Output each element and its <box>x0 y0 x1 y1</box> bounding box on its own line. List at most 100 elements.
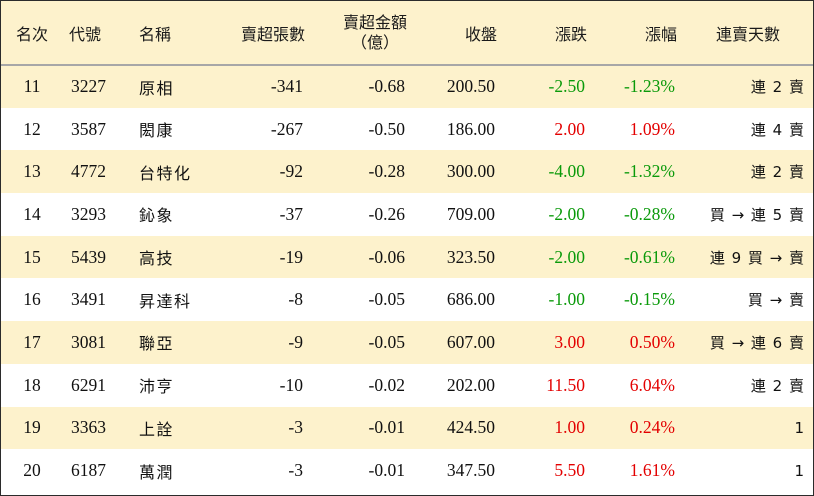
cell-net-sell-amount: -0.02 <box>368 374 405 395</box>
cell-streak: 買 → 連 6 賣 <box>709 333 805 352</box>
cell-streak: 1 <box>794 418 805 437</box>
cell-net-sell-volume: -37 <box>279 203 303 224</box>
cell-name: 上詮 <box>139 419 175 439</box>
cell-change-pct: -1.32% <box>623 161 675 182</box>
cell-code: 3587 <box>71 118 106 139</box>
cell-net-sell-volume: -3 <box>288 417 303 438</box>
header-name: 名稱 <box>133 1 219 66</box>
cell-code: 6187 <box>71 460 106 481</box>
cell-streak: 買 → 連 5 賣 <box>709 205 805 224</box>
cell-change-pct: -0.28% <box>623 203 675 224</box>
cell-streak: 連 9 買 → 賣 <box>709 248 805 267</box>
cell-streak: 1 <box>794 461 805 480</box>
cell-rank: 16 <box>23 289 41 310</box>
cell-change: 3.00 <box>554 331 585 352</box>
cell-name: 高技 <box>139 249 175 269</box>
cell-close: 424.50 <box>446 417 495 438</box>
cell-rank: 18 <box>23 374 41 395</box>
cell-net-sell-volume: -92 <box>279 161 303 182</box>
cell-change: -1.00 <box>548 289 585 310</box>
cell-name: 鈊象 <box>139 206 175 226</box>
cell-code: 3363 <box>71 417 106 438</box>
table-row: 15 5439 高技 -19 -0.06 323.50 -2.00 -0.61% 連 9 買 →… <box>1 235 813 279</box>
cell-close: 347.50 <box>446 460 495 481</box>
header-code: 代號 <box>63 1 133 66</box>
cell-net-sell-amount: -0.05 <box>368 289 405 310</box>
cell-net-sell-volume: -10 <box>279 374 303 395</box>
cell-name: 閎康 <box>139 121 175 141</box>
cell-net-sell-volume: -341 <box>270 76 303 97</box>
cell-change: -2.00 <box>548 246 585 267</box>
cell-change: 2.00 <box>554 118 585 139</box>
cell-close: 200.50 <box>446 76 495 97</box>
cell-net-sell-volume: -267 <box>270 118 303 139</box>
cell-change: 11.50 <box>546 374 585 395</box>
cell-change-pct: 0.50% <box>629 331 675 352</box>
header-net-sell-amount: 賣超金額 （億） <box>311 1 413 66</box>
cell-net-sell-volume: -19 <box>279 246 303 267</box>
table-row: 11 3227 原相 -341 -0.68 200.50 -2.50 -1.23% 連 2 賣 <box>1 65 813 108</box>
cell-code: 6291 <box>71 374 106 395</box>
header-streak: 連賣天數 <box>683 1 813 66</box>
cell-change-pct: 1.61% <box>629 460 675 481</box>
cell-rank: 15 <box>23 246 41 267</box>
cell-code: 3293 <box>71 203 106 224</box>
cell-streak: 連 2 賣 <box>750 376 805 395</box>
cell-change-pct: -1.23% <box>623 76 675 97</box>
cell-streak: 買 → 賣 <box>747 291 805 310</box>
cell-change: -2.00 <box>548 203 585 224</box>
cell-rank: 20 <box>23 460 41 481</box>
cell-streak: 連 2 賣 <box>750 78 805 97</box>
cell-rank: 19 <box>23 417 41 438</box>
cell-close: 300.00 <box>446 161 495 182</box>
cell-net-sell-amount: -0.28 <box>368 161 405 182</box>
table-row: 13 4772 台特化 -92 -0.28 300.00 -4.00 -1.32% 連 2 賣 <box>1 150 813 194</box>
header-row: 名次 代號 名稱 賣超張數 賣超金額 （億） 收盤 漲跌 漲幅 連賣天數 <box>1 1 813 66</box>
cell-code: 3227 <box>71 76 106 97</box>
table-row: 17 3081 聯亞 -9 -0.05 607.00 3.00 0.50% 買 → 連 6 賣 <box>1 321 813 364</box>
cell-change-pct: -0.15% <box>623 289 675 310</box>
cell-name: 原相 <box>139 78 175 98</box>
table-row: 14 3293 鈊象 -37 -0.26 709.00 -2.00 -0.28% 買 → 連 5… <box>1 193 813 236</box>
cell-net-sell-volume: -8 <box>288 289 303 310</box>
cell-streak: 連 2 賣 <box>750 163 805 182</box>
cell-code: 3081 <box>71 331 106 352</box>
cell-code: 3491 <box>71 289 106 310</box>
cell-rank: 14 <box>23 203 41 224</box>
cell-name: 昇達科 <box>139 291 192 311</box>
cell-net-sell-amount: -0.06 <box>368 246 405 267</box>
header-net-sell-volume: 賣超張數 <box>219 1 311 66</box>
header-change: 漲跌 <box>503 1 593 66</box>
cell-net-sell-amount: -0.01 <box>368 460 405 481</box>
table-row: 12 3587 閎康 -267 -0.50 186.00 2.00 1.09% 連 4 賣 <box>1 107 813 151</box>
header-net-sell-amount-line1: 賣超金額 <box>342 12 407 32</box>
cell-close: 607.00 <box>446 331 495 352</box>
cell-net-sell-amount: -0.01 <box>368 417 405 438</box>
cell-close: 202.00 <box>446 374 495 395</box>
cell-name: 聯亞 <box>139 334 175 354</box>
table-row: 18 6291 沛亨 -10 -0.02 202.00 11.50 6.04% 連 2 賣 <box>1 363 813 407</box>
cell-net-sell-amount: -0.50 <box>368 118 405 139</box>
cell-name: 萬潤 <box>139 462 175 482</box>
cell-name: 沛亨 <box>139 377 175 397</box>
cell-change-pct: 6.04% <box>629 374 675 395</box>
header-net-sell-amount-line2: （億） <box>350 32 399 52</box>
cell-name: 台特化 <box>139 163 192 183</box>
cell-streak: 連 4 賣 <box>750 120 805 139</box>
cell-change-pct: 1.09% <box>629 118 675 139</box>
header-close: 收盤 <box>413 1 503 66</box>
header-rank: 名次 <box>1 1 63 66</box>
cell-change: 1.00 <box>554 417 585 438</box>
cell-rank: 11 <box>23 76 41 97</box>
cell-close: 686.00 <box>446 289 495 310</box>
header-change-pct: 漲幅 <box>593 1 683 66</box>
cell-net-sell-volume: -3 <box>288 460 303 481</box>
cell-change-pct: -0.61% <box>623 246 675 267</box>
table-row: 20 6187 萬潤 -3 -0.01 347.50 5.50 1.61% 1 <box>1 449 813 492</box>
cell-change: 5.50 <box>554 460 585 481</box>
cell-net-sell-amount: -0.05 <box>368 331 405 352</box>
cell-net-sell-amount: -0.68 <box>368 76 405 97</box>
